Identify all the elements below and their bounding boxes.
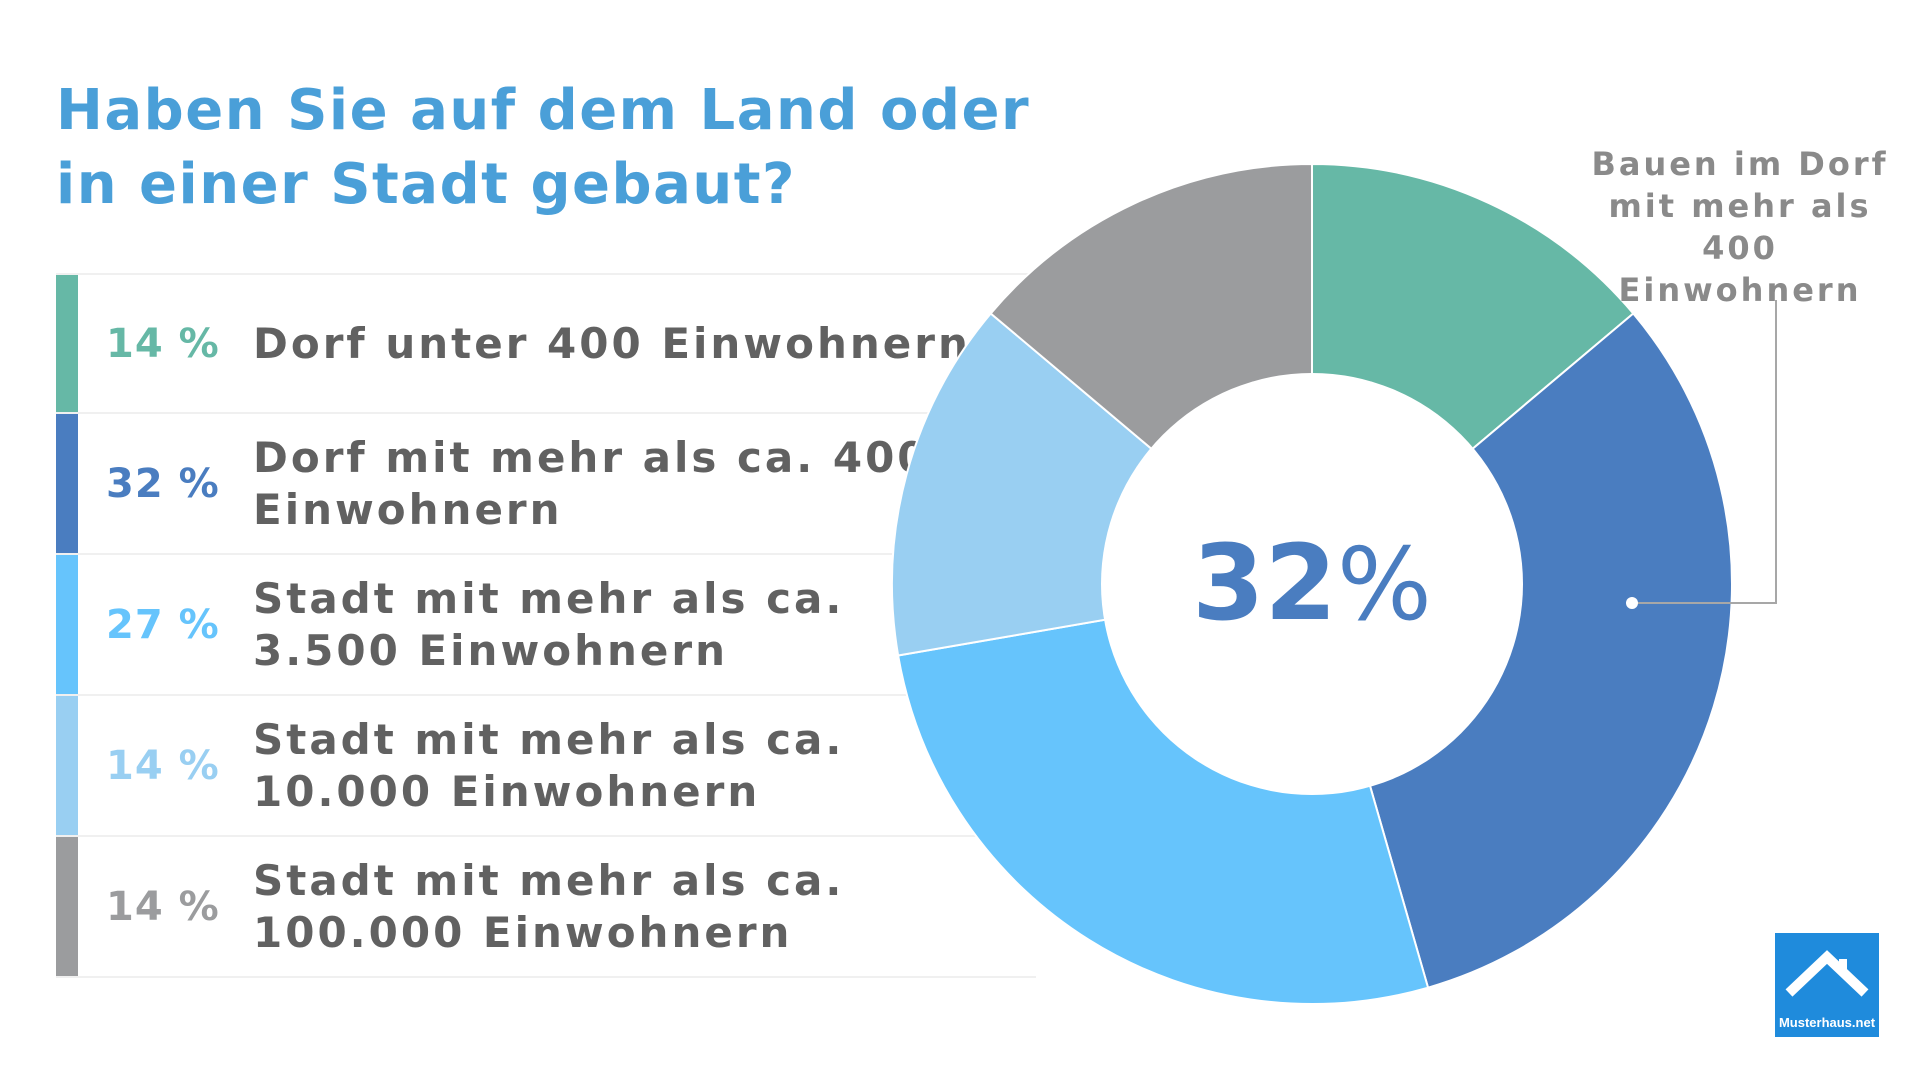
legend-percent: 27 % — [106, 601, 220, 648]
center-number: 32 — [1192, 522, 1337, 644]
legend-color-bar — [56, 837, 78, 976]
callout-dot — [1626, 597, 1638, 609]
house-roof-icon — [1785, 950, 1869, 997]
legend-label: Dorf unter 400 Einwohnern — [253, 318, 971, 368]
center-unit: % — [1337, 526, 1432, 643]
donut-hole — [1101, 373, 1523, 795]
musterhaus-logo: Musterhaus.net — [1775, 933, 1879, 1037]
legend-label: Stadt mit mehr als ca. 10.000 Einwohnern — [253, 714, 845, 816]
legend-row: 32 % Dorf mit mehr als ca. 400 Einwohnern — [56, 414, 1036, 555]
callout-label: Bauen im Dorf mit mehr als 400 Einwohner… — [1591, 145, 1889, 309]
donut-slice — [1310, 312, 1733, 989]
legend-percent: 14 % — [106, 883, 220, 930]
legend-percent: 32 % — [106, 460, 220, 507]
center-value: 32% — [1192, 522, 1432, 644]
legend-row: 27 % Stadt mit mehr als ca. 3.500 Einwohn… — [56, 555, 1036, 696]
legend-color-bar — [56, 275, 78, 412]
legend-label: Stadt mit mehr als ca. 100.000 Einwohner… — [253, 855, 845, 957]
legend-row: 14 % Stadt mit mehr als ca. 10.000 Einwoh… — [56, 696, 1036, 837]
legend-percent: 14 % — [106, 320, 220, 367]
logo-text: Musterhaus.net — [1778, 1015, 1876, 1030]
legend-color-bar — [56, 696, 78, 835]
legend-percent: 14 % — [106, 742, 220, 789]
legend-label: Dorf mit mehr als ca. 400 Einwohnern — [253, 432, 930, 534]
legend-row: 14 % Stadt mit mehr als ca. 100.000 Einwo… — [56, 837, 1036, 978]
legend-color-bar — [56, 555, 78, 694]
legend-row: 14 % Dorf unter 400 Einwohnern — [56, 273, 1036, 414]
legend-label: Stadt mit mehr als ca. 3.500 Einwohnern — [253, 573, 845, 675]
callout-leader-line — [1632, 300, 1777, 604]
chart-title: Haben Sie auf dem Land oder in einer Sta… — [56, 78, 1031, 217]
legend: 14 % Dorf unter 400 Einwohnern 32 % Dorf mi… — [56, 273, 1036, 978]
legend-color-bar — [56, 414, 78, 553]
